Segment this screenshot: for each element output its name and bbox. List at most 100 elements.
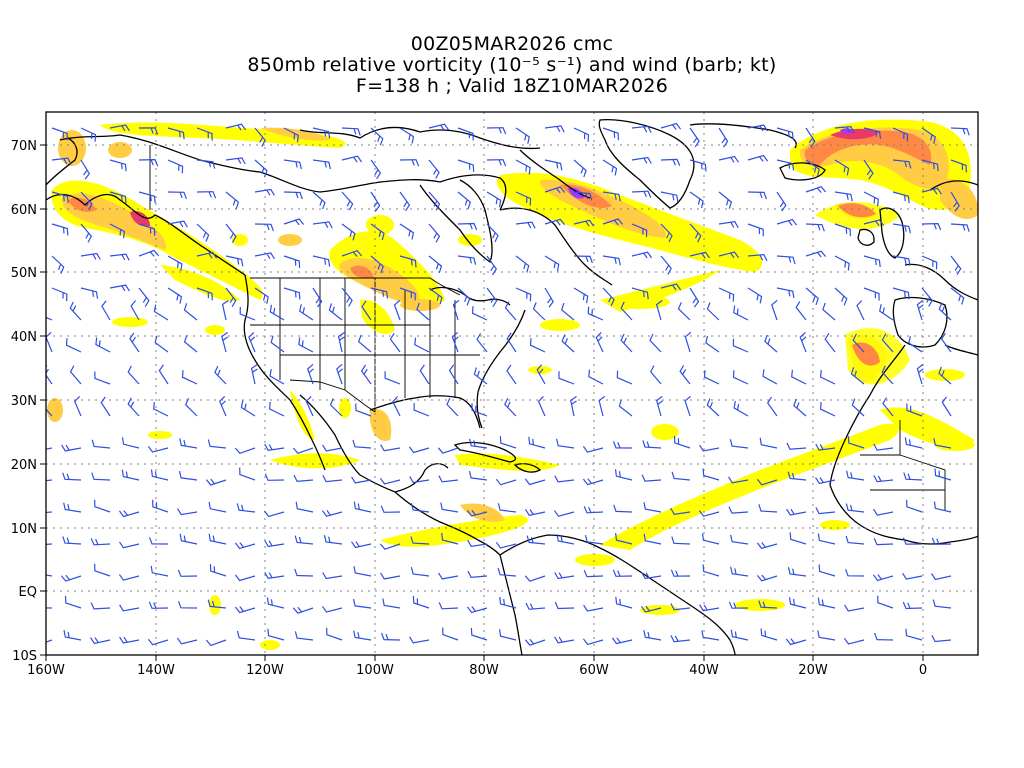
vort-pacific-mex	[270, 453, 360, 469]
wind-barb	[863, 191, 879, 207]
wind-barb	[269, 304, 285, 321]
wind-barb	[179, 533, 198, 545]
wind-barb	[179, 438, 198, 449]
wind-barb	[684, 331, 692, 353]
wind-barb	[660, 191, 679, 203]
wind-barb	[476, 333, 488, 353]
vort-nafrica	[880, 407, 975, 448]
wind-barb	[94, 499, 111, 513]
wind-barb	[341, 155, 363, 163]
wind-barb	[306, 363, 314, 385]
lat-label: 20N	[11, 458, 37, 473]
wind-barb	[389, 332, 401, 353]
wind-barb	[730, 534, 749, 545]
wind-barb	[916, 363, 924, 385]
wind-barb	[818, 564, 836, 577]
wind-barb	[127, 397, 140, 417]
wind-barb	[631, 125, 652, 133]
wind-barb	[471, 403, 488, 417]
wind-barb	[815, 507, 836, 515]
wind-barb	[283, 287, 301, 300]
wind-barb	[167, 191, 187, 200]
wind-barb	[631, 251, 653, 259]
wind-barb	[497, 503, 517, 513]
wind-barb	[248, 331, 256, 353]
wind-barb	[51, 287, 68, 302]
coast-nw-africa	[829, 344, 906, 486]
wind-barb	[46, 331, 53, 353]
wind-barb	[921, 222, 942, 231]
wind-barb	[410, 536, 430, 545]
wind-barb	[529, 338, 546, 353]
wind-barb	[791, 369, 807, 385]
wind-barb	[785, 638, 807, 646]
wind-barb	[573, 127, 590, 142]
wind-barb	[499, 596, 517, 609]
wind-barb	[525, 602, 546, 610]
wind-barb	[129, 332, 140, 353]
wind-barb	[787, 471, 807, 481]
wind-barb	[515, 159, 531, 175]
wind-barb	[448, 364, 459, 385]
wind-barb	[703, 370, 720, 385]
wind-barb	[138, 287, 150, 307]
wind-barb	[283, 218, 305, 226]
wind-barb	[847, 436, 865, 449]
wind-barb	[902, 537, 923, 545]
wind-barb	[824, 332, 836, 353]
wind-barb	[845, 568, 865, 577]
wind-barb	[747, 154, 769, 162]
vort-blob	[366, 215, 394, 235]
wind-barb	[602, 218, 624, 226]
wind-barb	[497, 567, 517, 577]
wind-barb	[138, 223, 156, 236]
wind-barb	[90, 602, 111, 610]
wind-barb	[776, 287, 795, 299]
wind-barb	[63, 629, 82, 641]
wind-barb	[656, 395, 663, 417]
wind-barb	[544, 287, 554, 308]
wind-barb	[789, 532, 807, 545]
wind-barb	[843, 637, 865, 645]
wind-barb	[718, 127, 729, 148]
wind-barb	[264, 540, 285, 548]
wind-barb	[863, 219, 885, 227]
wind-barb	[184, 398, 198, 417]
wind-barb	[881, 333, 894, 353]
wind-barb	[239, 306, 256, 321]
wind-barb	[930, 573, 952, 581]
wind-barb	[80, 159, 91, 180]
wind-barb	[764, 334, 778, 353]
wind-barb	[428, 223, 441, 243]
coast-europe	[904, 263, 978, 301]
wind-barb	[384, 371, 401, 385]
wind-barb	[760, 628, 778, 641]
wind-barb	[718, 221, 739, 229]
wind-barb	[602, 255, 621, 266]
vort-blob	[610, 295, 670, 309]
vort-blob	[540, 319, 580, 331]
wind-barb	[370, 223, 385, 241]
vort-subtrop-front	[600, 423, 899, 550]
coast-mexico	[299, 394, 396, 493]
wind-barb	[239, 467, 256, 481]
wind-barb	[267, 628, 285, 641]
vort-arctic-band	[100, 122, 346, 148]
lat-label: EQ	[19, 585, 37, 600]
wind-barb	[612, 569, 633, 577]
wind-barb	[240, 400, 256, 417]
wind-barb	[337, 332, 345, 353]
wind-barb	[63, 502, 82, 513]
wind-barb	[225, 191, 240, 209]
wind-barb	[786, 508, 807, 516]
wind-barb	[689, 287, 700, 308]
wind-barb	[689, 159, 707, 172]
wind-barb	[326, 627, 343, 641]
wind-barb	[148, 537, 169, 545]
wind-barb	[196, 251, 217, 259]
wind-barb	[370, 255, 384, 274]
wind-barb	[69, 365, 82, 385]
wind-barb	[845, 503, 865, 513]
wind-barb	[863, 127, 882, 139]
wind-barb	[214, 365, 227, 385]
